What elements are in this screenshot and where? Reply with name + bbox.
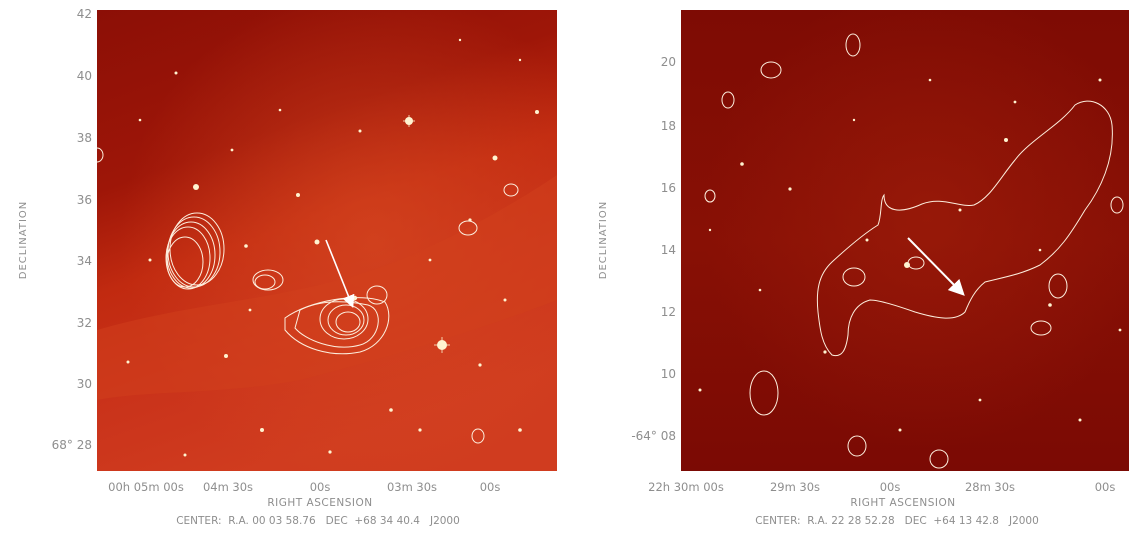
left-center-line: CENTER: R.A. 00 03 58.76 DEC +68 34 40.4… bbox=[176, 515, 460, 527]
left-x-axis: 00h 05m 00s 04m 30s 00s 03m 30s 00s bbox=[108, 480, 500, 494]
y-tick: 68° 28 bbox=[52, 438, 92, 452]
x-tick: 00s bbox=[480, 480, 501, 494]
left-panel: 42 40 38 36 34 32 30 68° 28 DECLINATION … bbox=[18, 7, 557, 527]
left-image bbox=[97, 10, 557, 471]
y-tick: 14 bbox=[661, 243, 676, 257]
x-tick: 00s bbox=[880, 480, 901, 494]
x-tick: 03m 30s bbox=[387, 480, 437, 494]
left-yaxis-label: DECLINATION bbox=[18, 201, 29, 279]
x-tick: 28m 30s bbox=[965, 480, 1015, 494]
right-contours bbox=[704, 33, 1124, 469]
y-tick: 16 bbox=[661, 181, 676, 195]
y-tick: 30 bbox=[77, 377, 92, 391]
right-yaxis-label: DECLINATION bbox=[598, 201, 609, 279]
right-center-line: CENTER: R.A. 22 28 52.28 DEC +64 13 42.8… bbox=[755, 515, 1039, 527]
left-xaxis-label: RIGHT ASCENSION bbox=[267, 497, 372, 509]
x-tick: 00s bbox=[310, 480, 331, 494]
x-tick: 00s bbox=[1095, 480, 1116, 494]
right-x-axis: 22h 30m 00s 29m 30s 00s 28m 30s 00s bbox=[648, 480, 1115, 494]
left-arrow bbox=[325, 239, 355, 308]
right-stars bbox=[698, 78, 1122, 432]
x-tick: 04m 30s bbox=[203, 480, 253, 494]
x-tick: 00h 05m 00s bbox=[108, 480, 184, 494]
y-tick: 38 bbox=[77, 131, 92, 145]
right-arrow bbox=[907, 237, 965, 296]
y-tick: 20 bbox=[661, 55, 676, 69]
y-tick: 36 bbox=[77, 193, 92, 207]
left-y-axis: 42 40 38 36 34 32 30 68° 28 bbox=[52, 7, 92, 452]
y-tick: 32 bbox=[77, 316, 92, 330]
right-panel: 20 18 16 14 12 10 -64° 08 DECLINATION 22… bbox=[598, 10, 1129, 527]
left-star-spikes bbox=[403, 115, 450, 353]
y-tick: 18 bbox=[661, 119, 676, 133]
right-xaxis-label: RIGHT ASCENSION bbox=[850, 497, 955, 509]
left-stars bbox=[126, 38, 539, 457]
y-tick: 10 bbox=[661, 367, 676, 381]
y-tick: 42 bbox=[77, 7, 92, 21]
y-tick: 34 bbox=[77, 254, 92, 268]
y-tick: -64° 08 bbox=[631, 429, 676, 443]
y-tick: 12 bbox=[661, 305, 676, 319]
x-tick: 29m 30s bbox=[770, 480, 820, 494]
right-y-axis: 20 18 16 14 12 10 -64° 08 bbox=[631, 55, 676, 443]
x-tick: 22h 30m 00s bbox=[648, 480, 724, 494]
right-image bbox=[681, 10, 1129, 471]
y-tick: 40 bbox=[77, 69, 92, 83]
